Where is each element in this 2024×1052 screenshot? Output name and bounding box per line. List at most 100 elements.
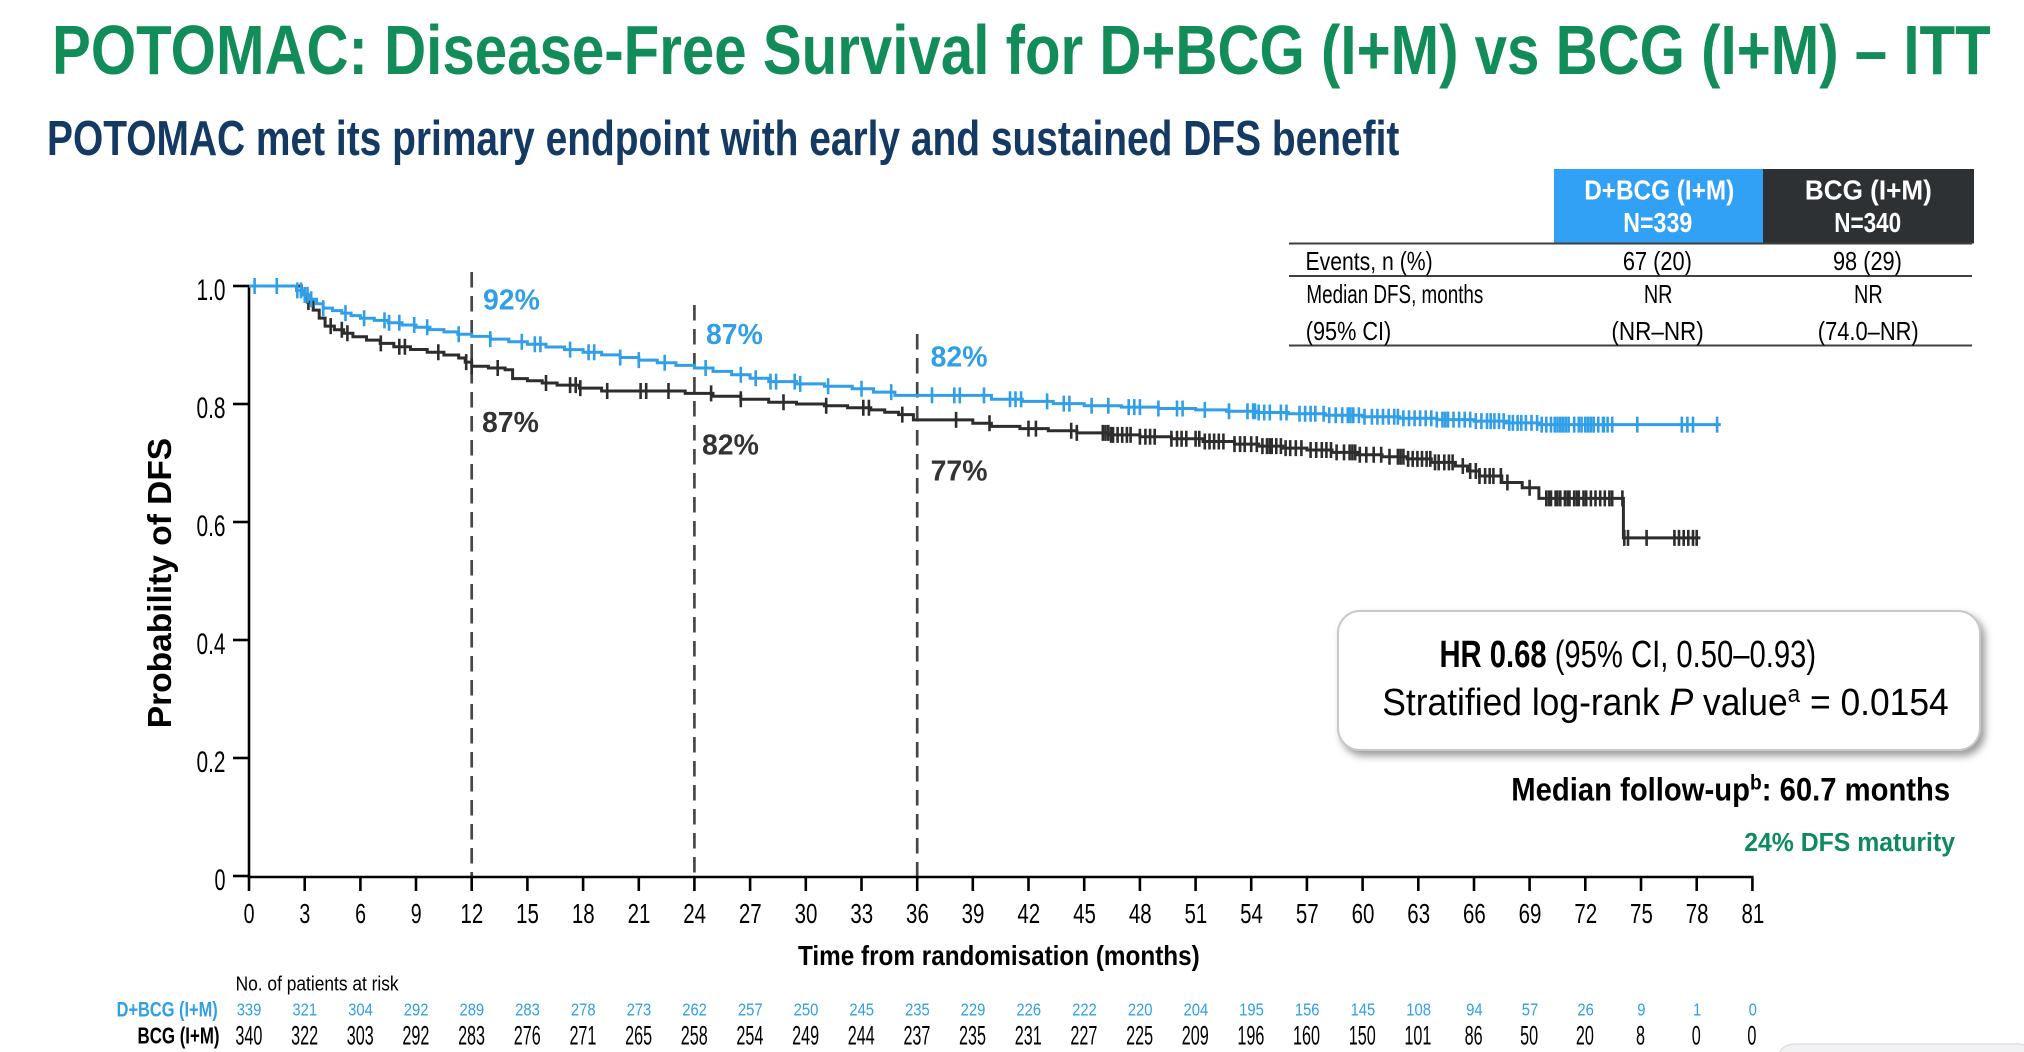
- svg-text:321: 321: [292, 1000, 317, 1019]
- svg-text:222: 222: [1072, 1000, 1097, 1019]
- svg-text:258: 258: [681, 1020, 708, 1050]
- svg-text:8: 8: [1636, 1020, 1645, 1050]
- svg-text:20: 20: [1576, 1020, 1594, 1050]
- svg-text:NR: NR: [1854, 279, 1883, 308]
- svg-text:245: 245: [849, 1000, 874, 1019]
- svg-text:(74.0–NR): (74.0–NR): [1818, 317, 1919, 346]
- svg-text:9: 9: [1637, 1000, 1645, 1019]
- svg-text:0.6: 0.6: [196, 510, 225, 543]
- svg-text:67 (20): 67 (20): [1623, 247, 1692, 276]
- svg-text:45: 45: [1073, 899, 1096, 930]
- svg-text:0: 0: [244, 899, 255, 930]
- svg-text:18: 18: [572, 899, 595, 930]
- svg-text:262: 262: [682, 1000, 707, 1019]
- svg-text:D+BCG (I+M): D+BCG (I+M): [1584, 174, 1734, 206]
- svg-text:145: 145: [1351, 1000, 1376, 1019]
- svg-text:Time from randomisation (month: Time from randomisation (months): [798, 939, 1200, 971]
- svg-text:33: 33: [850, 899, 873, 930]
- svg-text:250: 250: [794, 1000, 819, 1019]
- svg-text:No. of patients at risk: No. of patients at risk: [236, 972, 400, 994]
- svg-text:0.4: 0.4: [196, 628, 225, 661]
- svg-text:229: 229: [961, 1000, 986, 1019]
- svg-text:42: 42: [1017, 899, 1040, 930]
- svg-text:292: 292: [402, 1020, 429, 1050]
- svg-text:235: 235: [905, 1000, 930, 1019]
- svg-text:283: 283: [515, 1000, 540, 1019]
- svg-text:235: 235: [959, 1020, 986, 1050]
- svg-text:289: 289: [459, 1000, 484, 1019]
- svg-text:Median DFS, months: Median DFS, months: [1306, 279, 1483, 309]
- svg-text:278: 278: [571, 1000, 596, 1019]
- svg-text:82%: 82%: [931, 341, 988, 373]
- svg-text:195: 195: [1239, 1000, 1264, 1019]
- svg-text:249: 249: [792, 1020, 819, 1050]
- svg-text:1: 1: [1693, 1000, 1701, 1019]
- svg-text:94: 94: [1466, 1000, 1482, 1019]
- svg-text:51: 51: [1185, 899, 1208, 930]
- svg-text:63: 63: [1407, 899, 1430, 930]
- svg-text:12: 12: [460, 899, 483, 930]
- svg-text:54: 54: [1240, 899, 1263, 930]
- svg-text:50: 50: [1520, 1020, 1538, 1050]
- svg-text:POTOMAC: Disease-Free Survival: POTOMAC: Disease-Free Survival for D+BCG…: [52, 11, 1991, 89]
- svg-text:87%: 87%: [706, 319, 763, 351]
- svg-text:57: 57: [1296, 899, 1319, 930]
- svg-text:N=340: N=340: [1834, 208, 1901, 239]
- svg-text:339: 339: [237, 1000, 262, 1019]
- svg-text:Events, n (%): Events, n (%): [1305, 248, 1432, 276]
- svg-text:POTOMAC met its primary endpoi: POTOMAC met its primary endpoint with ea…: [47, 112, 1400, 166]
- svg-text:D+BCG (I+M): D+BCG (I+M): [117, 998, 218, 1022]
- svg-text:66: 66: [1463, 899, 1486, 930]
- svg-text:60: 60: [1352, 899, 1375, 930]
- svg-text:72: 72: [1574, 899, 1597, 930]
- svg-text:257: 257: [738, 1000, 763, 1019]
- svg-text:101: 101: [1404, 1020, 1431, 1050]
- svg-text:15: 15: [516, 899, 539, 930]
- svg-text:48: 48: [1129, 899, 1152, 930]
- svg-text:24: 24: [683, 899, 706, 930]
- svg-text:0: 0: [214, 864, 225, 897]
- svg-text:244: 244: [848, 1020, 875, 1050]
- svg-text:254: 254: [736, 1020, 763, 1050]
- svg-text:81: 81: [1741, 899, 1764, 930]
- svg-text:0.2: 0.2: [196, 746, 225, 779]
- svg-text:75: 75: [1630, 899, 1653, 930]
- svg-text:231: 231: [1015, 1020, 1042, 1050]
- svg-text:(95% CI): (95% CI): [1306, 317, 1391, 346]
- svg-text:322: 322: [291, 1020, 318, 1050]
- svg-text:Median follow-upb: 60.7 months: Median follow-upb: 60.7 months: [1511, 772, 1950, 808]
- svg-text:220: 220: [1128, 1000, 1153, 1019]
- svg-text:273: 273: [627, 1000, 652, 1019]
- svg-text:209: 209: [1182, 1020, 1209, 1050]
- svg-text:NR: NR: [1644, 279, 1673, 308]
- svg-text:227: 227: [1070, 1020, 1097, 1050]
- svg-text:57: 57: [1522, 1000, 1538, 1019]
- svg-text:BCG (I+M): BCG (I+M): [1805, 174, 1932, 206]
- svg-text:276: 276: [514, 1020, 541, 1050]
- svg-text:39: 39: [962, 899, 985, 930]
- svg-text:237: 237: [903, 1020, 930, 1050]
- svg-text:304: 304: [348, 1000, 373, 1019]
- svg-text:26: 26: [1577, 1000, 1593, 1019]
- svg-text:0: 0: [1747, 1020, 1756, 1050]
- svg-text:Stratified log-rank P valuea =: Stratified log-rank P valuea = 0.0154: [1382, 680, 1948, 723]
- svg-text:77%: 77%: [931, 455, 988, 487]
- svg-text:196: 196: [1237, 1020, 1264, 1050]
- svg-text:78: 78: [1686, 899, 1709, 930]
- svg-text:87%: 87%: [482, 407, 539, 439]
- svg-text:204: 204: [1184, 1000, 1209, 1019]
- svg-text:82%: 82%: [702, 429, 759, 461]
- svg-text:6: 6: [355, 899, 366, 930]
- svg-text:226: 226: [1016, 1000, 1041, 1019]
- svg-text:36: 36: [906, 899, 929, 930]
- svg-text:303: 303: [347, 1020, 374, 1050]
- svg-text:27: 27: [739, 899, 762, 930]
- svg-text:225: 225: [1126, 1020, 1153, 1050]
- svg-text:160: 160: [1293, 1020, 1320, 1050]
- svg-text:86: 86: [1465, 1020, 1483, 1050]
- svg-text:Probability of DFS: Probability of DFS: [142, 438, 179, 728]
- svg-text:3: 3: [299, 899, 310, 930]
- svg-text:150: 150: [1349, 1020, 1376, 1050]
- svg-text:271: 271: [569, 1020, 596, 1050]
- svg-text:0: 0: [1692, 1020, 1701, 1050]
